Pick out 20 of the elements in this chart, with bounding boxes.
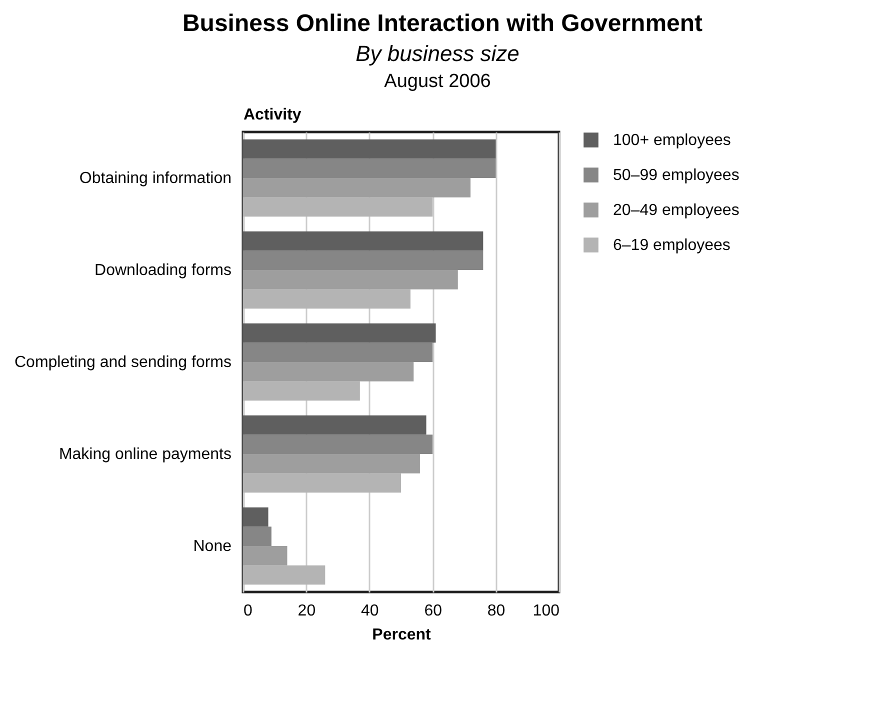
chart-title: Business Online Interaction with Government (181, 10, 704, 38)
x-tick-label: 100 (532, 602, 560, 620)
text: August 2006 (383, 71, 492, 93)
x-tick-label: 80 (487, 602, 506, 620)
y-tick-label: None (193, 538, 232, 555)
y-axis-title: Activity (244, 106, 302, 124)
x-tick-label: 0 (244, 602, 252, 620)
legend-label: 50–99 employees (613, 167, 740, 184)
y-tick-label: Making online payments (58, 446, 232, 463)
legend-label: 6–19 employees (613, 237, 730, 254)
x-tick-label: 40 (361, 602, 379, 620)
x-tick-label: 20 (298, 602, 316, 620)
y-tick-label: Completing and sending forms (14, 354, 232, 371)
y-tick-label: Downloading forms (94, 262, 232, 279)
y-tick-label: Obtaining information (79, 170, 232, 187)
chart-subtitle: By business size (354, 41, 520, 67)
legend-label: 20–49 employees (613, 202, 740, 219)
x-axis-title: Percent (372, 626, 432, 644)
legend-label: 100+ employees (613, 132, 731, 149)
x-tick-label: 60 (424, 602, 442, 620)
